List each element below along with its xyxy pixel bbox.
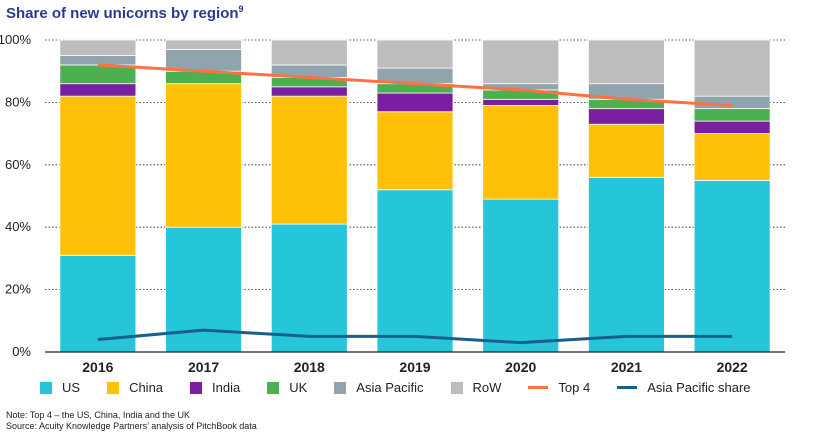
legend-swatch	[450, 381, 463, 394]
legend-label: Top 4	[558, 380, 591, 395]
legend-swatch	[267, 381, 280, 394]
y-tick-label: 60%	[5, 157, 31, 172]
legend-swatch	[528, 386, 549, 389]
title-footnote-marker: 9	[238, 4, 244, 14]
bar-segment-asia-pacific	[59, 55, 137, 66]
x-tick-label: 2022	[717, 359, 748, 375]
bar-segment-row	[59, 39, 137, 57]
bar-segment-us	[270, 223, 348, 353]
legend-item-row: RoW	[450, 380, 502, 395]
legend-label: US	[62, 380, 81, 395]
legend: US China India UK Asia Pacific RoW Top 4 Asia P…	[40, 380, 778, 395]
x-tick-label: 2019	[399, 359, 430, 375]
legend-swatch	[334, 381, 347, 394]
bar-segment-uk	[693, 108, 771, 122]
note-text: Note: Top 4 – the US, China, India and t…	[6, 410, 190, 420]
x-tick-label: 2021	[611, 359, 642, 375]
bar-segment-us	[588, 176, 665, 353]
bar-segment-india	[588, 108, 665, 125]
bar-segment-india	[482, 98, 560, 106]
bar-segment-india	[59, 83, 137, 97]
legend-swatch	[617, 386, 638, 389]
bar-segment-china	[693, 133, 771, 181]
legend-item-asia-pacific-share: Asia Pacific share	[617, 380, 751, 395]
bar-segment-us	[482, 198, 560, 353]
legend-label: Asia Pacific share	[647, 380, 751, 395]
bar-segment-row	[588, 39, 665, 85]
bar-segment-us	[693, 179, 771, 353]
y-tick-label: 20%	[5, 282, 31, 297]
bar-segment-india	[376, 92, 454, 113]
bar-segment-row	[270, 39, 348, 66]
line-top-4	[97, 63, 733, 108]
bar-segment-china	[165, 83, 242, 228]
bar-segment-asia-pacific	[693, 95, 771, 110]
y-tick-label: 100%	[0, 32, 31, 47]
x-tick-label: 2016	[82, 359, 113, 375]
legend-item-us: US	[40, 380, 80, 395]
chart-notes: Note: Top 4 – the US, China, India and t…	[6, 410, 257, 432]
legend-label: UK	[289, 380, 308, 395]
legend-label: China	[129, 380, 164, 395]
line-asia-pacific-share	[97, 328, 733, 345]
legend-item-india: India	[190, 380, 240, 395]
bar-segment-row	[693, 39, 771, 97]
x-tick-label: 2017	[188, 359, 219, 375]
bar-segment-china	[376, 111, 454, 191]
legend-swatch	[40, 381, 52, 394]
y-tick-label: 80%	[5, 94, 31, 109]
bar-segment-china	[588, 123, 665, 178]
legend-swatch	[190, 381, 203, 394]
chart-title-text: Share of new unicorns by region	[6, 5, 239, 22]
chart-title: Share of new unicorns by region9	[6, 4, 244, 22]
y-tick-label: 0%	[12, 344, 31, 359]
bar-segment-row	[482, 39, 560, 85]
y-tick-label: 40%	[5, 219, 31, 234]
legend-item-china: China	[107, 380, 163, 395]
legend-label: India	[212, 380, 241, 395]
legend-item-uk: UK	[267, 380, 307, 395]
bar-segment-china	[482, 105, 560, 200]
x-tick-label: 2020	[505, 359, 536, 375]
bar-segment-row	[376, 39, 454, 69]
x-tick-label: 2018	[294, 359, 325, 375]
legend-item-top-4: Top 4	[528, 380, 590, 395]
legend-label: RoW	[472, 380, 502, 395]
bar-segment-china	[59, 95, 137, 256]
legend-swatch	[107, 381, 120, 394]
stacked-bar-chart: 0% 20% 40% 60% 80% 100% 2016 2017 2018 2019 2020 20…	[0, 32, 785, 375]
legend-label: Asia Pacific	[356, 380, 424, 395]
legend-item-asia-pacific: Asia Pacific	[334, 380, 424, 395]
bar-segment-china	[270, 95, 348, 225]
source-text: Source: Acuity Knowledge Partners’ analy…	[6, 421, 257, 431]
bar-segment-row	[165, 39, 242, 50]
bar-segment-asia-pacific	[165, 48, 242, 72]
bar-segment-india	[270, 86, 348, 97]
bar-segment-india	[693, 120, 771, 135]
bar-segment-us	[376, 189, 454, 353]
